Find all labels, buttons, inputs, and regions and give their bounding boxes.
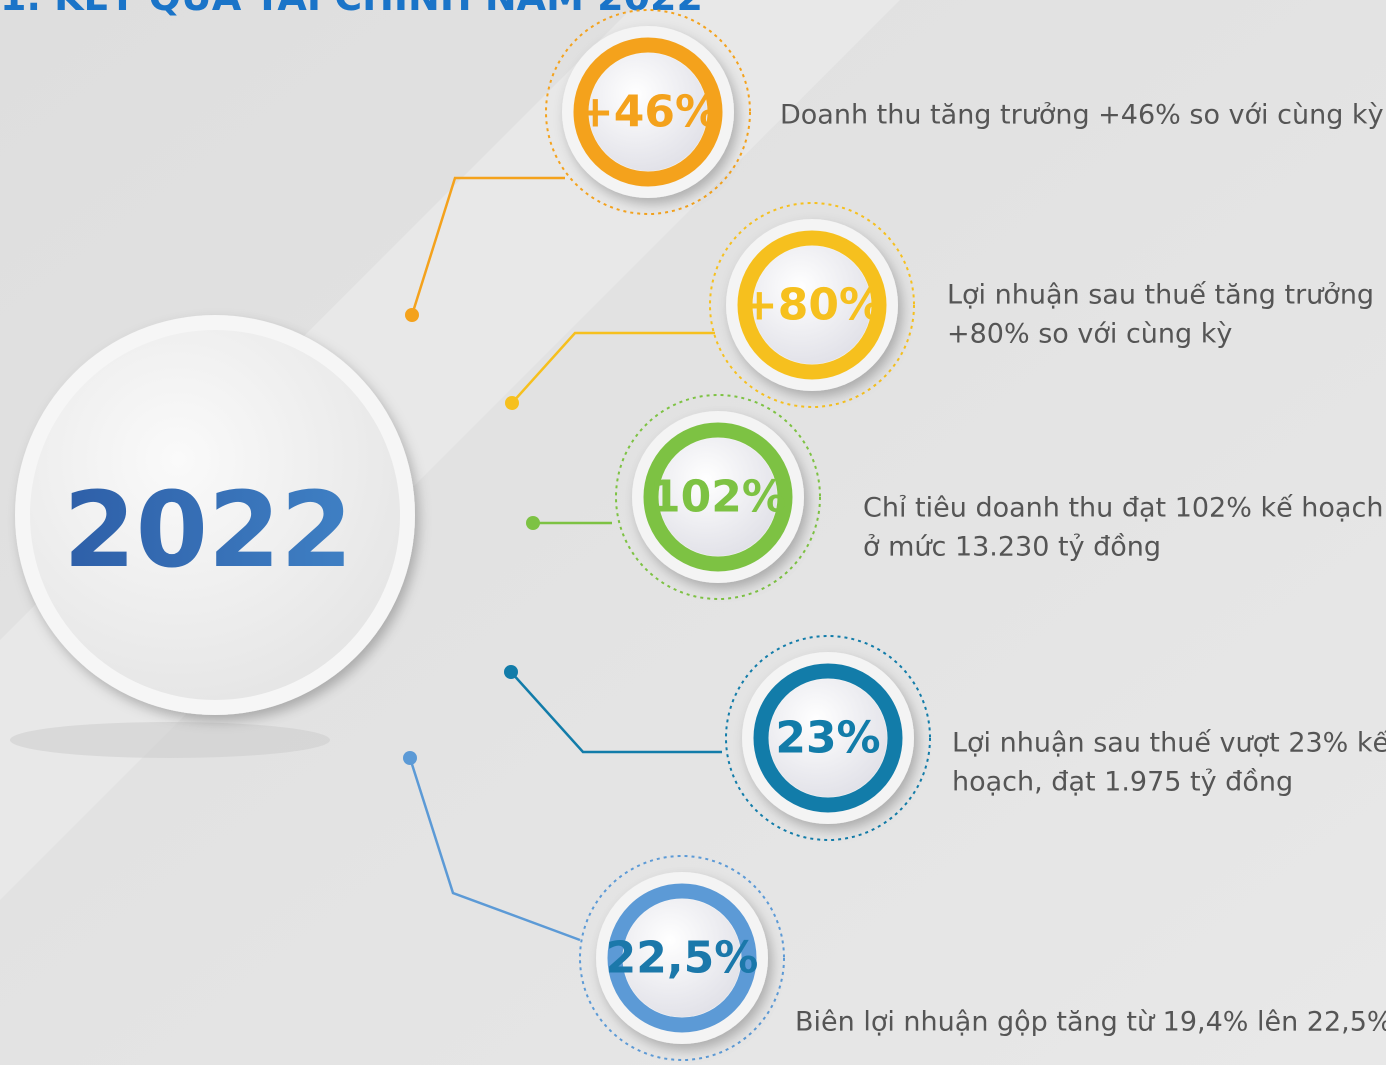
badge-value: 102% [650,472,786,523]
badge-inner [589,53,707,171]
dotted-ring [545,9,751,215]
description: Biên lợi nhuận gộp tăng từ 19,4% lên 22,… [795,1007,1386,1038]
badge-value: 23% [775,713,880,764]
badge-inner [753,246,871,364]
title: 1. KẾT QUẢ TÀI CHÍNH NĂM 2022 [0,0,703,19]
dotted-ring [709,202,915,408]
description: Doanh thu tăng trưởng +46% so với cùng k… [780,100,1384,131]
connector [408,757,581,942]
badge-inner [659,438,777,556]
connector-dot [405,308,419,322]
description: +80% so với cùng kỳ [947,319,1232,350]
year: 2022 [63,469,352,591]
connector-dot [403,751,417,765]
connector [410,176,565,316]
badge-ring [607,883,757,1033]
dotted-ring [579,855,785,1061]
description: Lợi nhuận sau thuế tăng trưởng [947,280,1374,311]
connector-dot [504,665,518,679]
badge-ring [737,230,887,380]
badge-ring [753,663,903,813]
badge-value: 22,5% [606,933,759,984]
dotted-ring [725,635,931,841]
items: +46% Doanh thu tăng trưởng +46% so với cù… [403,9,1386,1061]
connector [511,331,715,404]
description: Chỉ tiêu doanh thu đạt 102% kế hoạch [863,493,1383,524]
badge-ring [573,37,723,187]
connector-dot [526,516,540,530]
badge-value: +46% [577,87,719,138]
badge-inner [623,899,741,1017]
connector [510,671,722,754]
badge-value: +80% [741,280,883,331]
dotted-ring [615,394,821,600]
badge-ring [643,422,793,572]
shadow [10,722,330,758]
description: Lợi nhuận sau thuế vượt 23% kế [952,728,1386,759]
description: ở mức 13.230 tỷ đồng [863,532,1161,563]
year-circle-inner [30,330,400,700]
badge-inner [769,679,887,797]
description: hoạch, đạt 1.975 tỷ đồng [952,767,1293,798]
connector-dot [505,396,519,410]
